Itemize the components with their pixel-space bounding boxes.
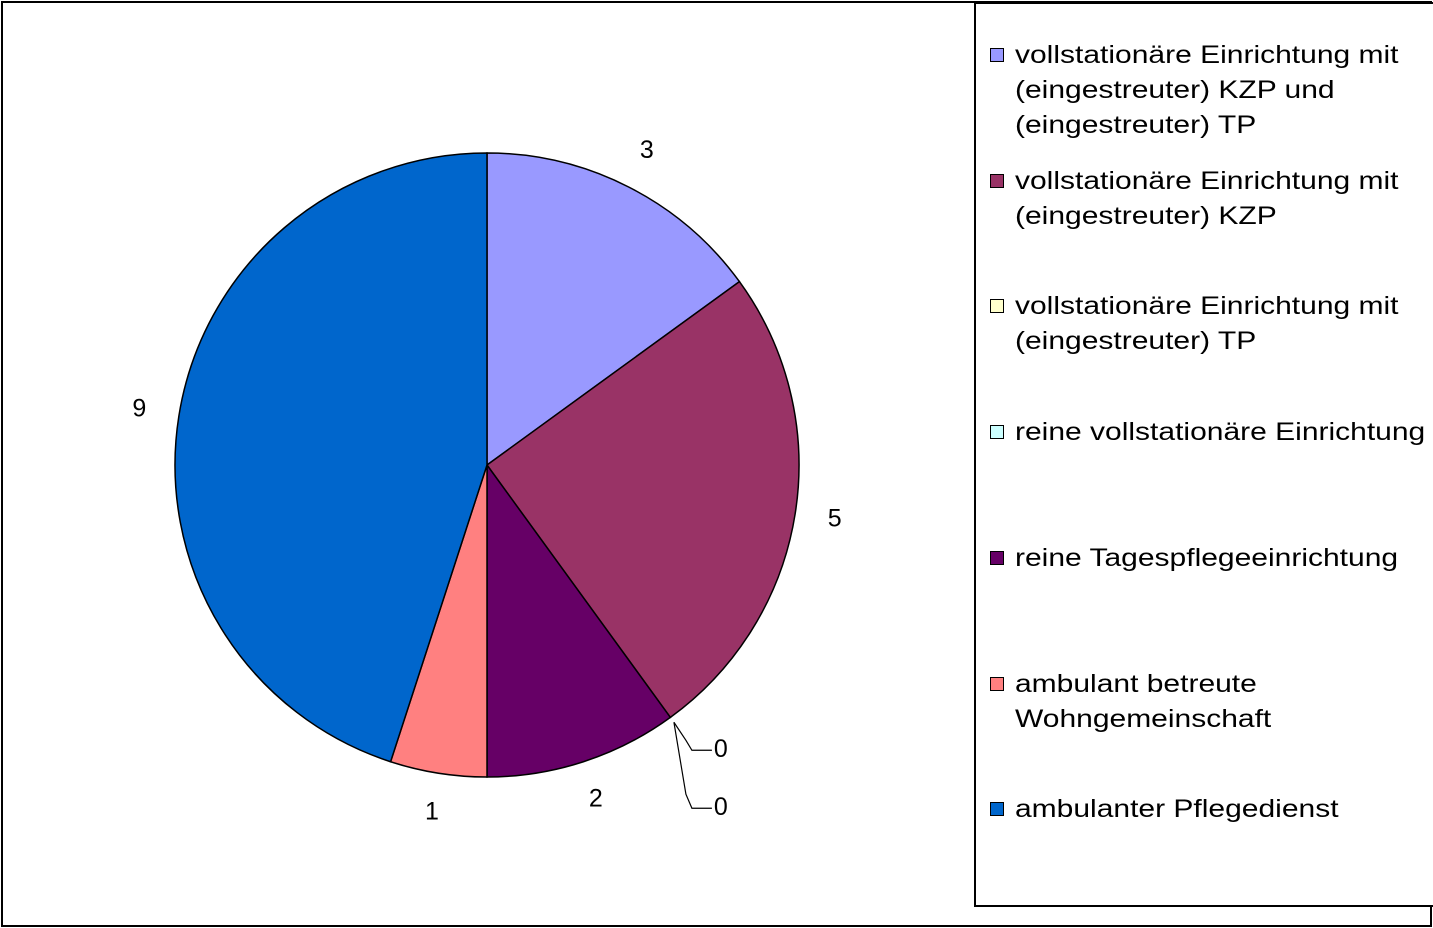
legend-swatch <box>990 48 1004 62</box>
data-label: 0 <box>714 793 728 821</box>
legend-swatch <box>990 299 1004 314</box>
data-label: 1 <box>425 797 439 825</box>
legend-label: vollstationäre Einrichtung mit (eingestr… <box>1015 41 1399 139</box>
legend-label: reine vollstationäre Einrichtung <box>1015 418 1426 447</box>
legend-label: vollstationäre Einrichtung mit (eingestr… <box>1015 166 1399 230</box>
leader-line <box>673 721 712 751</box>
data-label: 0 <box>714 735 728 763</box>
pie-slice <box>486 462 672 778</box>
pie-slice <box>486 152 741 467</box>
data-label: 3 <box>640 136 654 164</box>
legend-label: reine Tagespflegeeinrichtung <box>1015 543 1399 572</box>
pie-slice <box>174 152 488 763</box>
data-label: 9 <box>132 395 146 423</box>
pie-slice <box>485 280 800 719</box>
legend-box <box>974 2 1433 907</box>
legend-swatch <box>990 425 1004 440</box>
legend-label: ambulant betreute Wohngemeinschaft <box>1015 669 1272 733</box>
legend-swatch <box>990 802 1004 817</box>
legend-label: ambulanter Pflegedienst <box>1015 795 1339 824</box>
legend-swatch <box>990 676 1004 691</box>
data-label: 5 <box>828 505 842 533</box>
legend-swatch <box>990 550 1004 565</box>
leader-line <box>673 722 712 809</box>
data-label: 2 <box>589 784 603 812</box>
legend-swatch <box>990 173 1004 188</box>
legend-label: vollstationäre Einrichtung mit (eingestr… <box>1015 292 1399 356</box>
